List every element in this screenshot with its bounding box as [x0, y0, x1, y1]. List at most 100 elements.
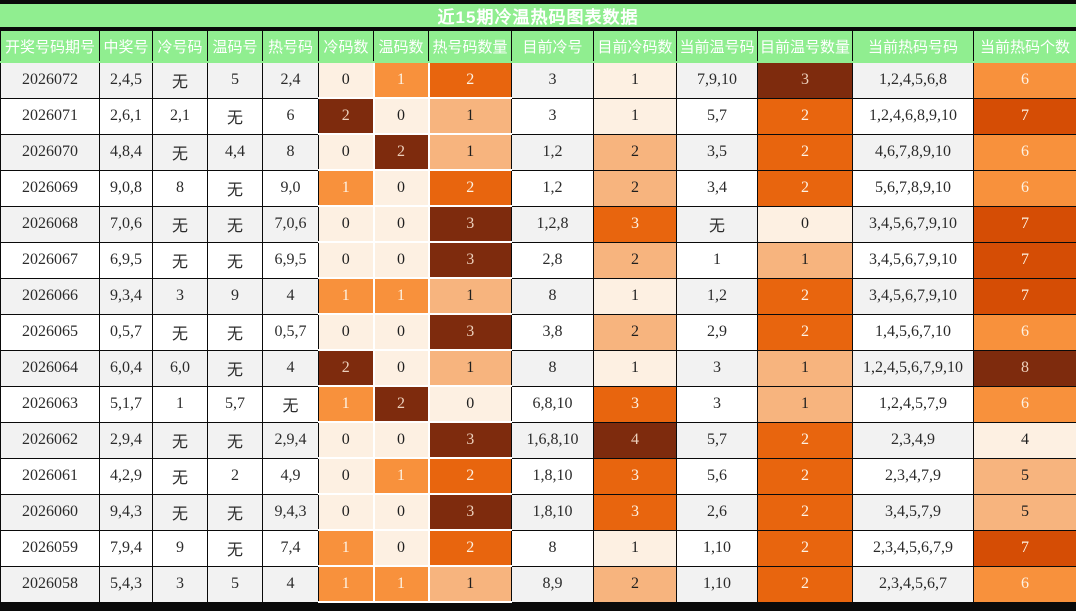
- cold-cell: 无: [152, 61, 208, 99]
- cur-cold-cell: 1,8,10: [511, 457, 594, 495]
- cur-warm-cell: 2,6: [676, 493, 758, 531]
- table-row: 2026069 9,0,8 8 无 9,0 1 0 2 1,2 2 3,4 2 5,6,7,8,9,10…: [0, 169, 1076, 207]
- win-cell: 6,0,4: [99, 349, 153, 387]
- table-row: 2026062 2,9,4 无无 2,9,4 0 0 3 1,6,8,10 4 5,7 2 2,3,4…: [0, 421, 1076, 459]
- hot-cell: 无: [262, 385, 319, 423]
- cur-hot-n-cell: 7: [973, 529, 1076, 567]
- hot-cell: 6,9,5: [262, 241, 319, 279]
- hot-n-cell: 3: [427, 205, 512, 243]
- cur-cold-cell: 1,8,10: [511, 493, 594, 531]
- win-cell: 5,1,7: [99, 385, 153, 423]
- table-row: 2026067 6,9,5 无无 6,9,5 0 0 3 2,8 2 1 1 3,4,5,6,7,9,…: [0, 241, 1076, 279]
- cold-n-cell: 0: [318, 205, 375, 243]
- period-cell: 2026058: [0, 565, 100, 603]
- cur-cold-n-cell: 3: [593, 205, 677, 243]
- hot-cell: 7,4: [262, 529, 319, 567]
- cold-n-cell: 1: [318, 169, 375, 207]
- cold-n-cell: 0: [318, 133, 375, 171]
- hot-n-cell: 1: [427, 349, 512, 387]
- warm-n-cell: 2: [372, 133, 430, 171]
- cur-warm-n-cell: 1: [757, 349, 853, 387]
- column-header-cur-hot: 当前热码号码: [852, 31, 974, 63]
- cur-hot-cell: 1,2,4,5,6,8: [852, 61, 974, 99]
- cur-warm-cell: 1,10: [676, 529, 758, 567]
- period-cell: 2026062: [0, 421, 100, 459]
- hot-n-cell: 3: [427, 313, 512, 351]
- win-cell: 4,2,9: [99, 457, 153, 495]
- cold-cell: 6,0: [152, 349, 208, 387]
- cold-n-cell: 1: [318, 385, 375, 423]
- warm-cell: 4,4: [207, 133, 263, 171]
- cur-cold-cell: 1,6,8,10: [511, 421, 594, 459]
- win-cell: 9,4,3: [99, 493, 153, 531]
- column-header-cold: 冷号码: [152, 31, 208, 63]
- cur-hot-n-cell: 4: [973, 421, 1076, 459]
- cur-warm-cell: 3: [676, 385, 758, 423]
- period-cell: 2026072: [0, 61, 100, 99]
- hot-cell: 4: [262, 277, 319, 315]
- cur-warm-n-cell: 1: [757, 241, 853, 279]
- hot-n-cell: 3: [427, 421, 512, 459]
- cur-cold-n-cell: 1: [593, 529, 677, 567]
- cur-warm-n-cell: 2: [757, 457, 853, 495]
- table-row: 2026068 7,0,6 无无 7,0,6 0 0 3 1,2,8 3 无 0 3,4,5,6,7,…: [0, 205, 1076, 243]
- cur-cold-cell: 8: [511, 349, 594, 387]
- column-header-cur-cold-n: 目前冷码数: [593, 31, 677, 63]
- hot-cell: 8: [262, 133, 319, 171]
- column-header-cur-warm-n: 目前温号数量: [757, 31, 853, 63]
- cur-warm-n-cell: 1: [757, 385, 853, 423]
- cur-warm-n-cell: 2: [757, 277, 853, 315]
- cur-warm-cell: 5,6: [676, 457, 758, 495]
- cold-n-cell: 0: [318, 241, 375, 279]
- cur-hot-cell: 3,4,5,6,7,9,10: [852, 241, 974, 279]
- cur-cold-cell: 2,8: [511, 241, 594, 279]
- period-cell: 2026060: [0, 493, 100, 531]
- warm-n-cell: 0: [372, 313, 430, 351]
- cur-hot-cell: 1,4,5,6,7,10: [852, 313, 974, 351]
- table-title-bar: 近15期冷温热码图表数据: [0, 0, 1076, 31]
- table-row: 2026059 7,9,4 9 无 7,4 1 0 2 8 1 1,10 2 2,3,4,5,6,7,9…: [0, 529, 1076, 567]
- win-cell: 6,9,5: [99, 241, 153, 279]
- cold-n-cell: 2: [318, 97, 375, 135]
- period-cell: 2026059: [0, 529, 100, 567]
- period-cell: 2026071: [0, 97, 100, 135]
- win-cell: 2,4,5: [99, 61, 153, 99]
- period-cell: 2026069: [0, 169, 100, 207]
- cur-hot-cell: 3,4,5,6,7,9,10: [852, 205, 974, 243]
- cold-cell: 3: [152, 277, 208, 315]
- cur-hot-n-cell: 7: [973, 241, 1076, 279]
- cold-cell: 9: [152, 529, 208, 567]
- cur-cold-n-cell: 1: [593, 61, 677, 99]
- column-header-warm: 温码号: [207, 31, 263, 63]
- cur-hot-cell: 5,6,7,8,9,10: [852, 169, 974, 207]
- cur-warm-n-cell: 2: [757, 313, 853, 351]
- hot-n-cell: 1: [427, 133, 512, 171]
- warm-cell: 无: [207, 349, 263, 387]
- warm-n-cell: 0: [372, 349, 430, 387]
- table-body: 2026072 2,4,5 无 5 2,4 0 1 2 3 1 7,9,10 3 1,2,4,5,6,8…: [0, 61, 1076, 603]
- column-header-cur-cold: 目前冷号: [511, 31, 594, 63]
- cur-hot-n-cell: 6: [973, 565, 1076, 603]
- cur-cold-cell: 6,8,10: [511, 385, 594, 423]
- win-cell: 2,6,1: [99, 97, 153, 135]
- hot-n-cell: 2: [427, 457, 512, 495]
- cur-cold-cell: 1,2: [511, 169, 594, 207]
- cur-cold-cell: 3: [511, 61, 594, 99]
- cur-warm-n-cell: 2: [757, 421, 853, 459]
- warm-n-cell: 0: [372, 205, 430, 243]
- cur-hot-cell: 2,3,4,5,6,7: [852, 565, 974, 603]
- hot-n-cell: 1: [427, 97, 512, 135]
- cold-cell: 无: [152, 457, 208, 495]
- win-cell: 5,4,3: [99, 565, 153, 603]
- warm-cell: 5,7: [207, 385, 263, 423]
- cold-warm-hot-table: 开奖号码期号 中奖号 冷号码 温码号 热号码 冷码数 温码数 热号码数量 目前冷号 目前冷码数 当前…: [0, 31, 1076, 603]
- warm-cell: 无: [207, 529, 263, 567]
- warm-n-cell: 1: [372, 565, 430, 603]
- warm-cell: 5: [207, 61, 263, 99]
- cur-warm-cell: 3: [676, 349, 758, 387]
- cur-cold-n-cell: 3: [593, 457, 677, 495]
- column-header-win: 中奖号: [99, 31, 153, 63]
- hot-cell: 0,5,7: [262, 313, 319, 351]
- cold-n-cell: 0: [318, 313, 375, 351]
